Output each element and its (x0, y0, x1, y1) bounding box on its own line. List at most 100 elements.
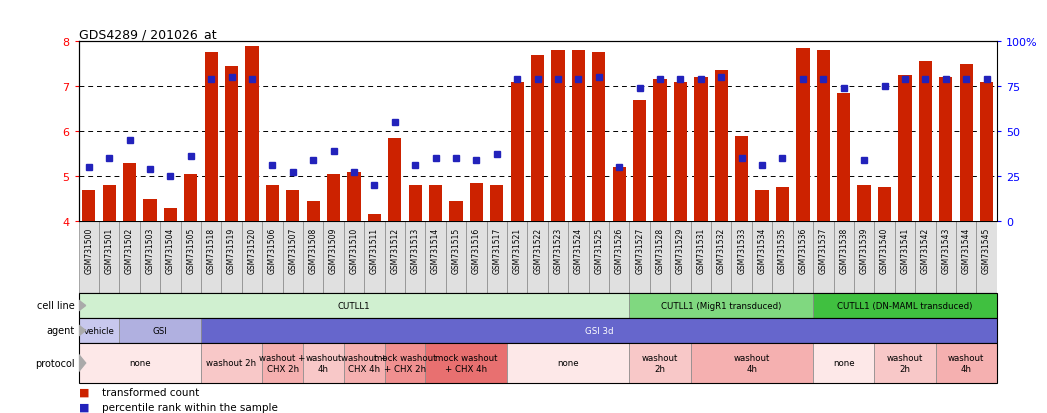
Bar (143, 199, 157, 221)
Bar (939, 78, 953, 221)
Text: GSM731518: GSM731518 (206, 227, 216, 273)
Bar (895, 221, 915, 293)
Bar (936, 343, 997, 383)
Text: transformed count: transformed count (102, 387, 199, 397)
Text: GSM731534: GSM731534 (758, 227, 766, 273)
Bar (593, 53, 605, 221)
Text: washout +
CHX 4h: washout + CHX 4h (341, 354, 387, 373)
Text: GSM731540: GSM731540 (881, 227, 889, 273)
Text: protocol: protocol (35, 358, 74, 368)
Bar (776, 188, 789, 221)
Text: GSM731517: GSM731517 (492, 227, 502, 273)
Text: GSM731506: GSM731506 (268, 227, 276, 273)
Text: GSM731533: GSM731533 (737, 227, 747, 273)
Bar (388, 138, 401, 221)
Bar (980, 82, 994, 221)
Bar (756, 190, 768, 221)
Bar (569, 221, 588, 293)
Text: CUTLL1 (DN-MAML transduced): CUTLL1 (DN-MAML transduced) (838, 301, 973, 310)
Bar (691, 221, 711, 293)
Bar (877, 188, 891, 221)
Bar (449, 201, 463, 221)
Bar (221, 221, 242, 293)
Bar (408, 185, 422, 221)
Bar (184, 174, 198, 221)
Text: GSM731528: GSM731528 (655, 227, 665, 273)
Text: percentile rank within the sample: percentile rank within the sample (102, 402, 277, 412)
Bar (528, 221, 548, 293)
Text: GSM731516: GSM731516 (472, 227, 481, 273)
Bar (507, 343, 629, 383)
Text: GSM731510: GSM731510 (350, 227, 358, 273)
Bar (384, 343, 425, 383)
Polygon shape (77, 353, 86, 373)
Text: GSM731522: GSM731522 (533, 227, 542, 273)
Bar (425, 221, 446, 293)
Bar (286, 190, 299, 221)
Bar (552, 51, 564, 221)
Bar (79, 293, 629, 318)
Bar (793, 221, 814, 293)
Text: GSM731541: GSM731541 (900, 227, 910, 273)
Text: GSM731502: GSM731502 (125, 227, 134, 273)
Bar (797, 49, 809, 221)
Text: GSM731536: GSM731536 (799, 227, 807, 273)
Bar (629, 221, 650, 293)
Text: GSM731544: GSM731544 (961, 227, 971, 273)
Text: washout
2h: washout 2h (642, 354, 678, 373)
Text: GSM731535: GSM731535 (778, 227, 787, 273)
Text: GSI 3d: GSI 3d (584, 326, 614, 335)
Text: GSM731543: GSM731543 (941, 227, 951, 273)
Bar (548, 221, 569, 293)
Text: washout +
CHX 2h: washout + CHX 2h (260, 354, 306, 373)
Bar (732, 221, 752, 293)
Text: mock washout
+ CHX 2h: mock washout + CHX 2h (374, 354, 437, 373)
Bar (324, 221, 343, 293)
Bar (959, 64, 973, 221)
Text: vehicle: vehicle (84, 326, 114, 335)
Text: GSM731526: GSM731526 (615, 227, 624, 273)
Bar (918, 62, 932, 221)
Polygon shape (77, 299, 86, 312)
Bar (262, 221, 283, 293)
Bar (384, 221, 405, 293)
Bar (915, 221, 936, 293)
Text: CUTLL1: CUTLL1 (338, 301, 371, 310)
Text: GSM731505: GSM731505 (186, 227, 195, 273)
Bar (735, 136, 749, 221)
Bar (425, 343, 507, 383)
Text: GSM731538: GSM731538 (840, 227, 848, 273)
Bar (653, 80, 667, 221)
Bar (201, 221, 221, 293)
Bar (650, 221, 670, 293)
Text: washout
4h: washout 4h (305, 354, 341, 373)
Bar (139, 221, 160, 293)
Bar (405, 221, 425, 293)
Text: GSM731529: GSM731529 (676, 227, 685, 273)
Bar (715, 71, 728, 221)
Bar (487, 221, 507, 293)
Bar (612, 168, 626, 221)
Text: ■: ■ (79, 387, 89, 397)
Polygon shape (77, 325, 86, 337)
Bar (936, 221, 956, 293)
Bar (752, 221, 773, 293)
Bar (79, 343, 201, 383)
Bar (343, 343, 384, 383)
Text: GSM731509: GSM731509 (329, 227, 338, 273)
Text: GSM731527: GSM731527 (636, 227, 644, 273)
Bar (854, 221, 874, 293)
Text: GSM731504: GSM731504 (165, 227, 175, 273)
Text: washout
4h: washout 4h (948, 354, 984, 373)
Bar (343, 221, 364, 293)
Bar (103, 185, 116, 221)
Bar (898, 76, 912, 221)
Bar (283, 221, 303, 293)
Bar (629, 343, 691, 383)
Text: agent: agent (46, 326, 74, 336)
Bar (674, 82, 687, 221)
Bar (874, 221, 895, 293)
Bar (225, 66, 239, 221)
Bar (817, 51, 830, 221)
Bar (119, 221, 139, 293)
